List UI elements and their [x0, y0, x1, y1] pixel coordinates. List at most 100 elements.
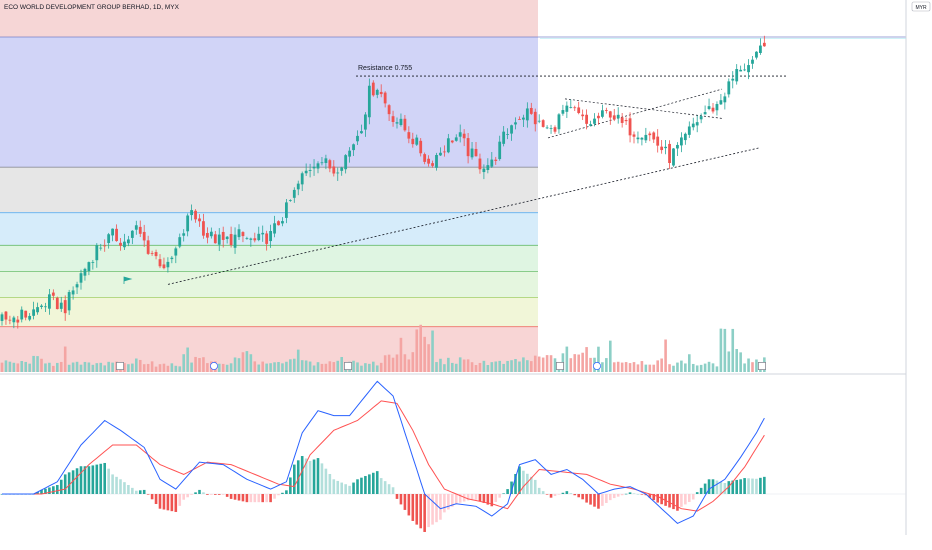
macd-histogram-bar: [620, 494, 624, 496]
volume-bar: [123, 363, 126, 372]
candle-body: [537, 120, 541, 122]
macd-histogram-bar: [304, 458, 308, 494]
candle-body: [150, 253, 154, 254]
candle-body: [656, 136, 660, 146]
event-marker[interactable]: [210, 362, 218, 370]
macd-histogram-bar: [352, 482, 355, 494]
candle-body: [411, 138, 415, 145]
candle-body: [581, 114, 585, 117]
macd-histogram-bar: [648, 494, 652, 498]
macd-histogram-bar: [612, 494, 616, 499]
macd-histogram-bar: [308, 460, 312, 494]
volume-bar: [186, 347, 189, 372]
volume-bar: [620, 362, 624, 372]
candle-body: [577, 107, 581, 114]
earnings-marker-icon: [758, 362, 766, 370]
volume-bar: [281, 363, 284, 372]
volume-bar: [735, 349, 738, 372]
volume-bar: [707, 361, 711, 372]
candle-body: [178, 237, 182, 247]
volume-bar: [601, 362, 604, 372]
macd-histogram-bar: [427, 494, 430, 528]
macd-histogram-bar: [478, 494, 482, 502]
macd-histogram-bar: [111, 474, 114, 494]
candle-body: [375, 89, 379, 95]
event-marker[interactable]: [556, 362, 564, 370]
volume-bar: [490, 362, 494, 372]
macd-histogram-bar: [628, 492, 632, 494]
candle-body: [138, 226, 142, 234]
candle-body: [8, 319, 12, 321]
event-marker[interactable]: [344, 362, 352, 370]
macd-histogram-bar: [52, 486, 55, 494]
volume-bar: [59, 361, 63, 372]
volume-bar: [356, 362, 359, 372]
candle-body: [344, 155, 348, 170]
candle-body: [154, 252, 158, 257]
candle-body: [83, 268, 87, 276]
volume-bar: [328, 361, 332, 372]
candle-body: [229, 234, 233, 246]
macd-histogram-bar: [660, 494, 663, 505]
volume-bar: [91, 364, 95, 372]
event-marker[interactable]: [758, 362, 766, 370]
macd-histogram-bar: [691, 494, 695, 500]
volume-bar: [296, 349, 300, 372]
candle-body: [474, 148, 478, 157]
macd-histogram-bar: [518, 466, 521, 494]
candle-body: [439, 152, 442, 156]
fibonacci-bands: [0, 0, 906, 372]
macd-histogram-bar: [656, 494, 659, 503]
macd-histogram-bar: [344, 484, 347, 494]
candle-body: [265, 233, 269, 244]
candle-body: [494, 159, 498, 161]
macd-histogram-bar: [91, 465, 95, 494]
candle-body: [518, 119, 521, 120]
volume-bar: [451, 362, 454, 372]
volume-bar: [624, 362, 628, 372]
grid-lines: [0, 0, 907, 535]
candle-body: [123, 241, 126, 248]
volume-bar: [632, 362, 636, 372]
candle-body: [640, 137, 644, 140]
event-markers[interactable]: [116, 362, 766, 370]
macd-histogram-bar: [407, 494, 411, 516]
volume-bar: [190, 362, 193, 372]
candle-body: [352, 144, 355, 151]
volume-bar: [44, 363, 47, 372]
volume-bar: [454, 363, 458, 372]
candle-body: [269, 230, 272, 242]
volume-bar: [522, 357, 525, 372]
macd-histogram-bar: [755, 478, 758, 494]
volume-bar: [16, 363, 20, 372]
macd-histogram-bar: [324, 468, 328, 494]
candle-body: [735, 69, 739, 82]
candle-body: [699, 116, 703, 120]
volume-bar: [162, 363, 166, 372]
candle-body: [285, 202, 288, 218]
candle-body: [585, 114, 588, 124]
event-marker[interactable]: [593, 362, 601, 370]
candle-body: [478, 158, 482, 170]
macd-histogram-bar: [95, 464, 99, 494]
candle-body: [0, 314, 4, 321]
macd-histogram-bar: [194, 492, 197, 494]
macd-histogram-bar: [707, 479, 711, 494]
macd-histogram-bar: [474, 494, 478, 500]
candle-body: [328, 160, 332, 169]
macd-histogram-bar: [383, 481, 387, 494]
volume-bar: [67, 364, 71, 372]
candle-body: [553, 127, 557, 132]
macd-histogram-bar: [454, 494, 458, 504]
volume-bar: [289, 359, 292, 372]
macd-histogram-bar: [316, 458, 320, 494]
macd-histogram-bar: [150, 494, 154, 500]
event-marker[interactable]: [116, 362, 124, 370]
volume-bar: [56, 362, 59, 372]
candle-body: [225, 236, 229, 240]
candle-body: [103, 245, 107, 247]
candle-body: [360, 131, 363, 134]
volume-bar: [581, 352, 584, 372]
volume-bar: [644, 364, 648, 372]
